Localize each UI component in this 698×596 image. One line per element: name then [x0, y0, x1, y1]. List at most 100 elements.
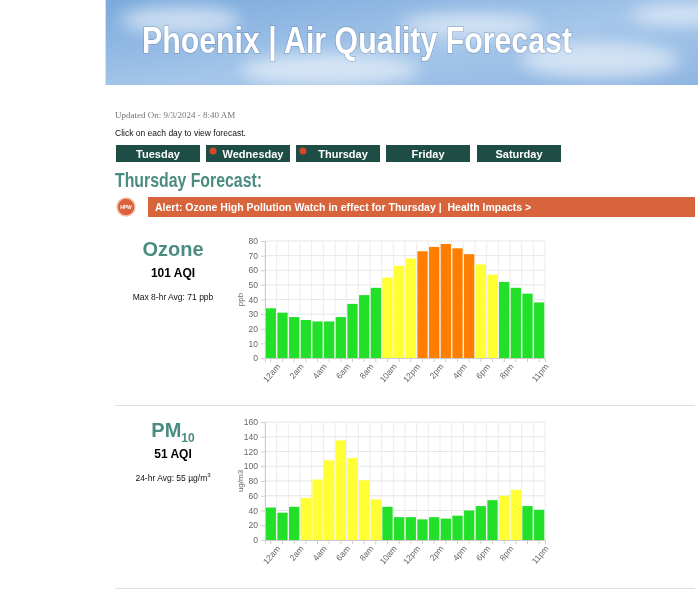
y-tick-label: 10 — [249, 339, 259, 349]
x-tick: 4am — [311, 540, 329, 563]
x-tick-label: 12pm — [401, 362, 422, 385]
separator — [115, 588, 695, 589]
bar — [289, 507, 299, 540]
day-button-bg[interactable] — [116, 145, 200, 162]
x-tick: 12am — [261, 358, 282, 384]
bar — [359, 295, 369, 358]
day-button[interactable]: Tuesday — [116, 145, 200, 162]
y-tick: 60 — [249, 265, 265, 275]
bar — [289, 317, 299, 358]
x-grid-line — [358, 422, 359, 540]
x-tick — [399, 540, 400, 544]
y-tick-label: 70 — [249, 251, 259, 261]
bar — [534, 302, 544, 358]
alert-bar[interactable] — [148, 197, 695, 217]
y-tick: 10 — [249, 339, 265, 349]
y-tick-mark — [261, 511, 265, 512]
day-button-bg[interactable] — [296, 145, 380, 162]
bar — [382, 278, 392, 358]
y-tick: 20 — [249, 324, 265, 334]
bar — [487, 275, 497, 358]
bar — [417, 251, 427, 358]
bar — [359, 480, 369, 540]
alert[interactable]: HPWAlert: Ozone High Pollution Watch in … — [117, 197, 695, 217]
day-button[interactable]: Thursday — [296, 145, 380, 162]
day-button-label[interactable]: Friday — [411, 148, 445, 160]
x-tick — [399, 358, 400, 362]
day-button[interactable]: Friday — [386, 145, 470, 162]
x-tick-label: 8am — [357, 544, 375, 563]
x-tick — [515, 540, 516, 544]
alert-text[interactable]: Alert: Ozone High Pollution Watch in eff… — [155, 201, 531, 213]
x-tick: 12am — [261, 540, 282, 566]
day-button-bg[interactable] — [206, 145, 290, 162]
y-axis: 01020304050607080 — [249, 236, 266, 363]
x-tick-mark — [399, 358, 400, 362]
day-button-label[interactable]: Saturday — [495, 148, 543, 160]
x-grid-line — [533, 241, 534, 358]
x-grid-line — [311, 422, 312, 540]
x-tick — [492, 540, 493, 544]
x-tick-label: 10am — [378, 544, 399, 567]
x-tick: 2pm — [427, 358, 445, 381]
x-tick-mark — [492, 358, 493, 362]
y-tick-label: 80 — [249, 236, 259, 246]
avg-label: 24-hr Avg: 55 µg/m3 — [135, 472, 211, 483]
x-tick — [329, 540, 330, 544]
day-button-label[interactable]: Wednesday — [223, 148, 285, 160]
banner-edge — [105, 0, 106, 85]
x-grid-line — [405, 422, 406, 540]
y-tick-label: 0 — [253, 535, 258, 545]
x-tick-mark — [399, 540, 400, 544]
x-tick-mark — [527, 540, 528, 544]
x-tick-label: 4am — [311, 362, 329, 381]
bar — [406, 517, 416, 540]
x-tick-mark — [387, 358, 388, 362]
y-tick-mark — [261, 285, 265, 286]
x-tick — [305, 540, 306, 544]
cloud — [630, 5, 698, 25]
day-button[interactable]: Saturday — [477, 145, 561, 162]
x-tick — [527, 358, 528, 362]
x-tick-mark — [422, 358, 423, 362]
x-tick-label: 11pm — [530, 362, 551, 384]
day-button-label[interactable]: Tuesday — [136, 148, 181, 160]
x-tick: 6pm — [474, 540, 492, 563]
x-grid-line — [346, 241, 347, 358]
x-tick-label: 8am — [357, 362, 375, 381]
x-tick — [469, 358, 470, 362]
y-tick: 80 — [249, 476, 265, 486]
y-tick-label: 0 — [253, 353, 258, 363]
day-button-bg[interactable] — [477, 145, 561, 162]
y-tick-label: 100 — [244, 461, 258, 471]
x-axis-line — [266, 359, 546, 363]
page-title: Phoenix | Air Quality Forecast — [142, 20, 572, 62]
x-tick-mark — [317, 358, 318, 362]
x-tick: 6am — [334, 358, 352, 381]
bar — [499, 496, 509, 540]
x-tick-label: 10am — [378, 362, 399, 385]
y-tick-label: 160 — [244, 417, 258, 427]
x-tick: 6am — [334, 540, 352, 563]
x-tick: 11pm — [530, 358, 551, 384]
x-axis: 12am2am4am6am8am10am12pm2pm4pm6pm8pm11pm — [261, 358, 551, 384]
y-tick-mark — [261, 314, 265, 315]
x-tick-mark — [515, 540, 516, 544]
x-tick-mark — [504, 540, 505, 544]
x-grid-line — [346, 422, 347, 540]
bar — [394, 266, 404, 358]
x-tick: 2am — [287, 358, 305, 381]
bar — [312, 321, 322, 358]
day-button-bg[interactable] — [386, 145, 470, 162]
day-button[interactable]: Wednesday — [206, 145, 290, 162]
bar — [511, 490, 521, 540]
bar — [522, 506, 532, 540]
page: Phoenix | Air Quality ForecastUpdated On… — [0, 0, 698, 596]
x-tick: 8pm — [497, 358, 515, 381]
day-button-label[interactable]: Thursday — [318, 148, 368, 160]
y-tick-mark — [261, 422, 265, 423]
x-tick — [352, 540, 353, 544]
x-grid-line — [416, 422, 417, 540]
separator — [115, 405, 695, 406]
x-tick: 8am — [357, 540, 375, 563]
